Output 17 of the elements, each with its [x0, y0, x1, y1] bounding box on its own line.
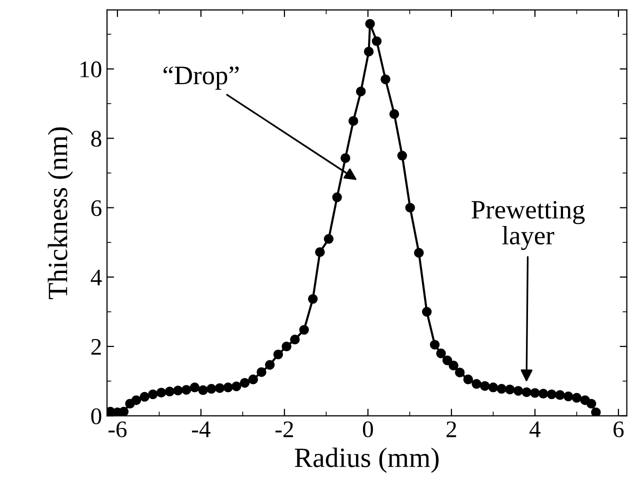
x-tick-label: 6 — [614, 421, 624, 438]
x-tick-label: 0 — [362, 421, 373, 438]
y-tick-label: 10 — [80, 61, 102, 78]
annotation: Prewetting layer — [472, 200, 585, 250]
x-axis-title: Radius (mm) — [294, 448, 439, 473]
y-tick-label: 4 — [90, 270, 102, 286]
x-tick-label: -2 — [276, 421, 293, 438]
y-tick-label: 8 — [91, 130, 102, 147]
y-tick-label: 6 — [91, 200, 102, 216]
x-tick-label: 4 — [530, 422, 540, 438]
x-tick-label: 2 — [446, 421, 456, 438]
y-tick-label: 0 — [91, 408, 102, 424]
x-tick-label: -6 — [108, 421, 127, 438]
x-tick-label: -4 — [192, 422, 210, 438]
y-axis-title: Thickness (nm) — [48, 127, 73, 300]
y-tick-label: 2 — [91, 339, 101, 355]
annotation: “Drop” — [164, 66, 239, 90]
